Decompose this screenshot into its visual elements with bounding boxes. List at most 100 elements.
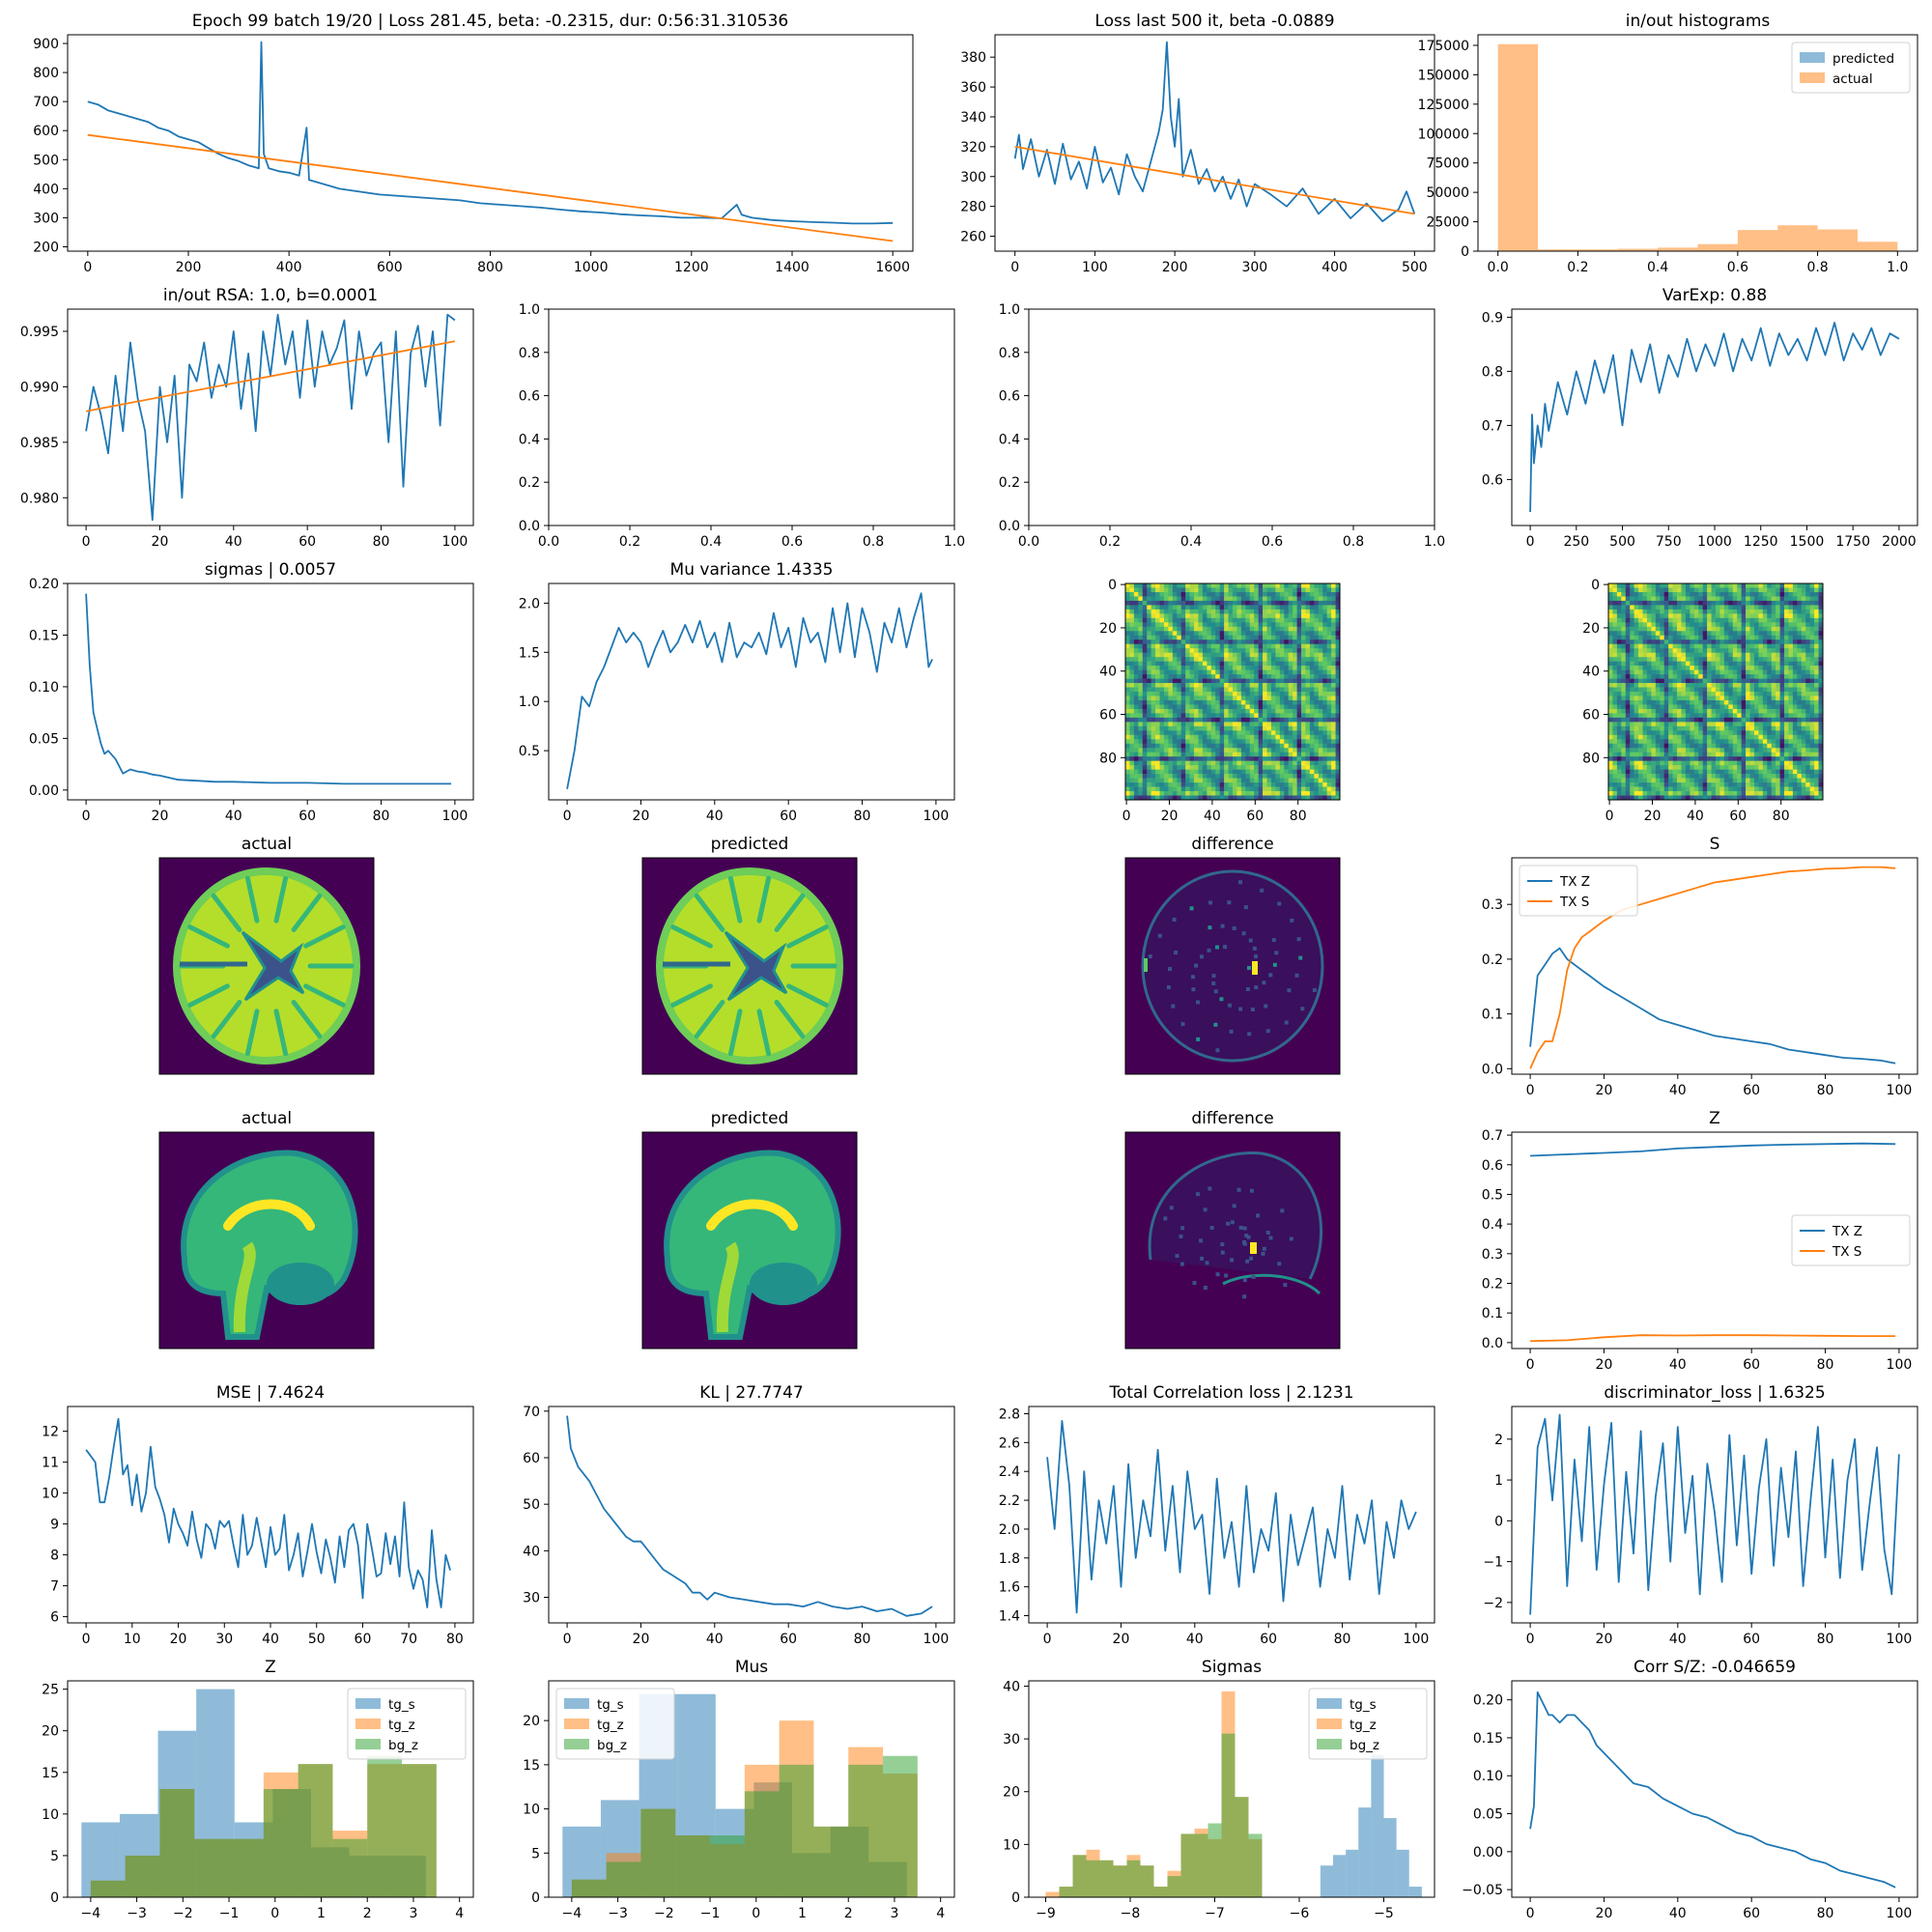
matrix-cell [1663, 708, 1669, 714]
matrix-cell [1133, 605, 1139, 611]
matrix-cell [1707, 722, 1712, 727]
matrix-cell [1646, 669, 1652, 675]
matrix-cell [1771, 643, 1776, 649]
matrix-cell [1168, 635, 1174, 640]
matrix-cell [1270, 734, 1276, 740]
matrix-cell [1668, 635, 1673, 640]
matrix-cell [1818, 596, 1824, 602]
matrix-cell [1245, 687, 1251, 693]
matrix-cell [1185, 613, 1190, 619]
matrix-cell [1270, 778, 1276, 783]
matrix-cell [1693, 769, 1699, 775]
y-tick-label: 700 [33, 95, 59, 110]
matrix-cell [1189, 652, 1195, 658]
matrix-cell [1305, 626, 1311, 632]
matrix-cell [1651, 678, 1657, 684]
matrix-cell [1142, 722, 1148, 727]
matrix-cell [1198, 778, 1204, 783]
matrix-cell [1758, 591, 1764, 597]
matrix-cell [1258, 748, 1264, 753]
matrix-cell [1172, 795, 1178, 801]
matrix-cell [1741, 713, 1747, 719]
matrix-cell [1293, 722, 1297, 727]
matrix-cell [1258, 769, 1264, 775]
matrix-cell [1142, 734, 1148, 740]
matrix-cell [1138, 722, 1144, 727]
matrix-cell [1758, 765, 1764, 770]
matrix-cell [1749, 591, 1755, 597]
matrix-cell [1335, 795, 1341, 801]
matrix-cell [1638, 696, 1643, 701]
matrix-cell [1219, 765, 1225, 770]
matrix-cell [1125, 760, 1130, 766]
matrix-cell [1263, 643, 1267, 649]
matrix-cell [1784, 717, 1789, 723]
matrix-cell [1776, 587, 1780, 593]
matrix-cell [1258, 791, 1264, 796]
matrix-cell [1792, 666, 1798, 670]
matrix-cell [1746, 639, 1750, 645]
matrix-cell [1219, 666, 1225, 670]
matrix-cell [1249, 774, 1255, 779]
matrix-cell [1163, 643, 1169, 649]
matrix-cell [1189, 696, 1195, 701]
matrix-cell [1642, 717, 1648, 723]
matrix-cell [1616, 748, 1622, 753]
matrix-cell [1646, 596, 1652, 602]
matrix-cell [1642, 661, 1648, 667]
matrix-cell [1326, 760, 1332, 766]
matrix-cell [1805, 743, 1810, 749]
y-tick-label: 0.0 [519, 519, 540, 534]
matrix-cell [1690, 708, 1695, 714]
matrix-cell [1177, 765, 1182, 770]
matrix-cell [1279, 795, 1285, 801]
matrix-cell [1809, 617, 1815, 623]
matrix-cell [1660, 756, 1665, 761]
matrix-cell [1296, 648, 1302, 653]
matrix-cell [1224, 596, 1229, 602]
matrix-cell [1702, 600, 1708, 606]
matrix-cell [1284, 774, 1290, 779]
matrix-cell [1219, 617, 1225, 623]
matrix-cell [1723, 605, 1729, 611]
matrix-cell [1660, 696, 1665, 701]
matrix-cell [1240, 639, 1246, 645]
matrix-cell [1788, 669, 1794, 675]
matrix-cell [1159, 722, 1165, 727]
matrix-cell [1642, 631, 1648, 637]
histogram-bar [1497, 43, 1539, 251]
matrix-cell [1668, 739, 1673, 745]
matrix-cell [1719, 669, 1725, 675]
matrix-cell [1305, 622, 1311, 628]
matrix-cell [1660, 648, 1665, 653]
matrix-cell [1805, 617, 1810, 623]
matrix-cell [1284, 631, 1290, 637]
matrix-cell [1711, 683, 1717, 688]
matrix-cell [1198, 704, 1204, 710]
matrix-cell [1296, 734, 1302, 740]
matrix-cell [1728, 631, 1734, 637]
matrix-cell [1233, 739, 1237, 745]
y-tick-label: 2.0 [519, 596, 540, 611]
matrix-cell [1147, 704, 1151, 710]
matrix-cell [1284, 752, 1290, 757]
x-tick-label: 40 [706, 809, 724, 824]
matrix-cell [1331, 652, 1336, 658]
matrix-cell [1716, 752, 1720, 757]
matrix-cell [1801, 678, 1806, 684]
matrix-cell [1693, 626, 1699, 632]
matrix-cell [1177, 643, 1182, 649]
matrix-cell [1129, 583, 1135, 588]
matrix-cell [1151, 666, 1156, 670]
matrix-cell [1771, 587, 1776, 593]
matrix-cell [1728, 765, 1734, 770]
matrix-cell [1331, 674, 1336, 679]
matrix-cell [1207, 752, 1212, 757]
matrix-cell [1809, 587, 1815, 593]
matrix-cell [1194, 743, 1199, 749]
matrix-cell [1771, 617, 1776, 623]
matrix-cell [1318, 769, 1323, 775]
matrix-cell [1655, 752, 1661, 757]
axes-frame [548, 582, 955, 801]
matrix-cell [1638, 639, 1643, 645]
